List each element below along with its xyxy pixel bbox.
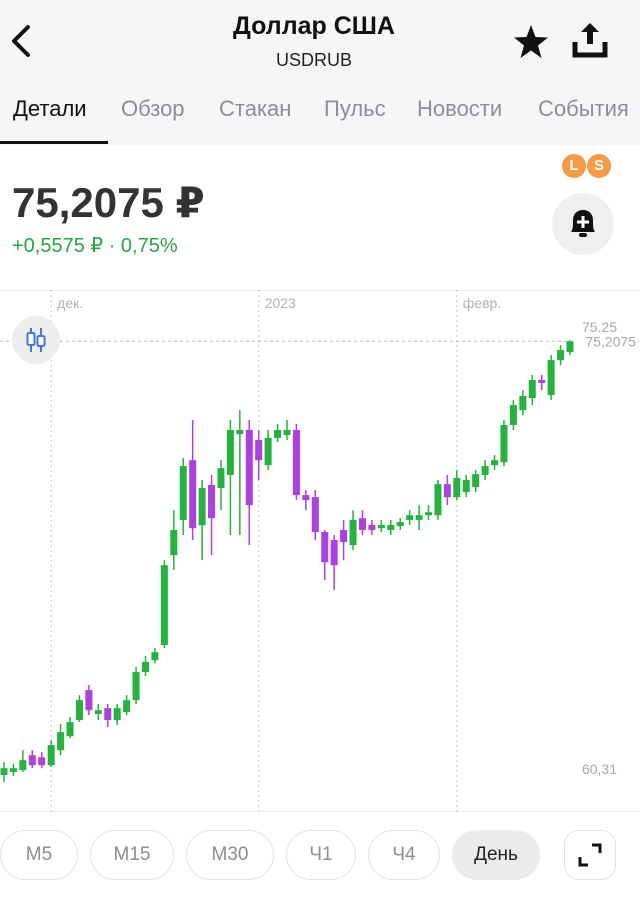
candle-body — [142, 661, 149, 673]
candle-body — [358, 518, 366, 530]
share-button[interactable] — [570, 20, 610, 60]
timeframe-button[interactable]: Ч1 — [286, 830, 356, 880]
candle-body — [0, 768, 8, 776]
subtitle: USDRUB — [275, 50, 352, 70]
timeframe-button[interactable]: М5 — [0, 830, 78, 880]
y-tick-label: 75,25 — [582, 319, 617, 335]
candle-body — [217, 468, 225, 488]
candle-body — [340, 529, 348, 543]
candle-body — [274, 429, 282, 438]
badge-long: L — [562, 154, 586, 178]
candle-body — [104, 708, 112, 720]
alert-button[interactable] — [552, 193, 614, 255]
candle-body — [415, 515, 423, 520]
timeframe-button[interactable]: Ч4 — [368, 830, 440, 880]
candle-body — [368, 524, 376, 530]
candle-body — [311, 497, 319, 533]
y-tick-label: 60,31 — [582, 761, 617, 777]
candle-body — [481, 466, 489, 475]
tab[interactable]: Обзор — [121, 96, 185, 121]
candle-body — [226, 429, 234, 475]
timeframe-button[interactable]: М30 — [186, 830, 274, 880]
candle-body — [19, 760, 27, 770]
candle-body — [509, 405, 517, 425]
last-price-label: 75,2075 — [585, 333, 636, 349]
candle-body — [434, 484, 442, 516]
title: Доллар США — [233, 12, 395, 40]
candle-body — [189, 460, 197, 529]
candle-body — [283, 429, 291, 435]
candle-body — [425, 512, 432, 516]
timeframe-button[interactable]: М15 — [90, 830, 174, 880]
candle-body — [75, 700, 83, 720]
candle-body — [500, 424, 508, 463]
candle-body — [132, 672, 140, 701]
candle-body — [113, 708, 121, 720]
fullscreen-button[interactable] — [564, 830, 616, 880]
favorite-button[interactable] — [512, 24, 550, 60]
candle-body — [396, 522, 404, 527]
tab[interactable]: Детали — [13, 96, 87, 121]
candle-body — [406, 515, 414, 520]
candle-body — [47, 745, 55, 766]
candle-body — [208, 485, 216, 519]
candle-body — [349, 519, 357, 546]
candle-body — [453, 477, 461, 498]
tab[interactable]: Стакан — [219, 96, 292, 121]
candle-body — [557, 350, 565, 361]
chart-style-button[interactable] — [12, 316, 60, 364]
candle-body — [151, 652, 159, 661]
badge-short: S — [587, 154, 611, 178]
price-change: +0,5575 ₽ · 0,75% — [12, 235, 178, 257]
candle-body — [519, 395, 527, 411]
candle-body — [566, 341, 574, 353]
candle-body — [302, 495, 310, 501]
candle-body — [85, 690, 93, 711]
candle-body — [66, 722, 74, 737]
candle-body — [387, 524, 395, 530]
candle-body — [170, 529, 178, 556]
candle-body — [528, 379, 536, 399]
candle-body — [236, 429, 244, 435]
candle-body — [462, 479, 470, 493]
back-button[interactable] — [8, 24, 34, 58]
candle-body — [330, 540, 338, 566]
active-tab-indicator — [0, 141, 108, 144]
x-tick-label: 2023 — [265, 295, 296, 311]
tab[interactable]: Новости — [417, 96, 503, 121]
price: 75,2075 ₽ — [12, 179, 205, 226]
candle-body — [160, 565, 168, 646]
candle-body — [547, 360, 555, 396]
candlestick-chart: дек. 2023 февр. 75,25 60,31 75,2075 — [0, 290, 640, 812]
candle-body — [377, 524, 385, 529]
x-tick-label: дек. — [57, 295, 83, 311]
last-price-label-bg — [574, 332, 638, 351]
candle-body — [57, 732, 65, 751]
candle-body — [38, 757, 46, 766]
tab[interactable]: События — [538, 96, 629, 121]
candle-body — [245, 429, 253, 506]
candle-body — [179, 466, 187, 520]
candle-body — [472, 474, 480, 488]
tab[interactable]: Пульс — [324, 96, 386, 121]
candle-body — [123, 700, 131, 712]
timeframe-button[interactable]: День — [452, 830, 540, 880]
tab-bar: Детали Обзор Стакан Пульс Новости Событи… — [0, 96, 640, 144]
candle-body — [28, 755, 36, 766]
candle-body — [538, 379, 546, 383]
candle-body — [198, 487, 206, 526]
candle-body — [321, 532, 329, 563]
header-background — [0, 0, 640, 145]
candle-body — [9, 768, 17, 773]
candle-body — [264, 437, 272, 466]
candle-body — [292, 429, 300, 496]
candle-body — [491, 460, 499, 466]
x-tick-label: февр. — [463, 295, 501, 311]
candle-body — [255, 440, 263, 461]
candle-body — [443, 484, 451, 498]
candle-body — [94, 710, 102, 715]
